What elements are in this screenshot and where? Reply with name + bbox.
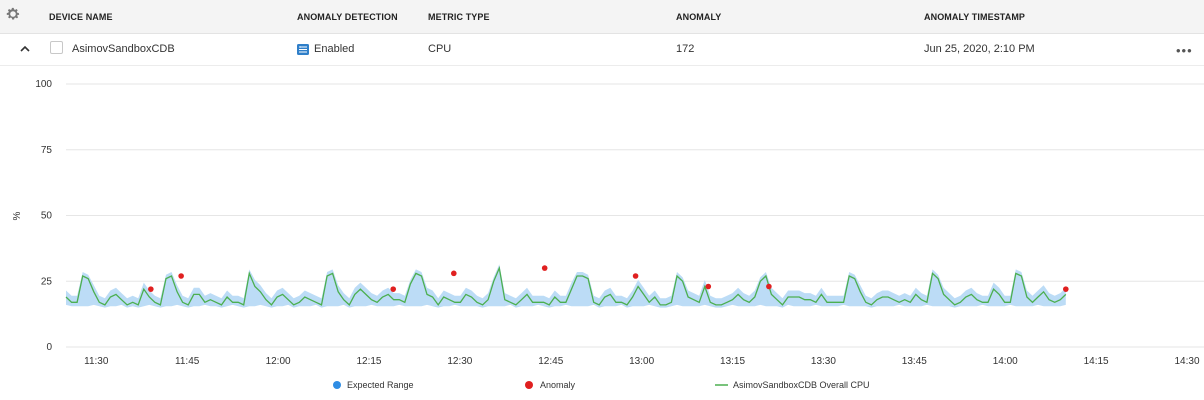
- detection-icon: [297, 44, 309, 55]
- header-anomaly-detection[interactable]: ANOMALY DETECTION: [297, 12, 398, 22]
- header-anomaly[interactable]: ANOMALY: [676, 12, 722, 22]
- chart-legend: Expected Range Anomaly AsimovSandboxCDB …: [333, 380, 870, 390]
- x-axis-ticks: 11:30 11:45 12:00 12:15 12:30 12:45 13:00 13:15…: [84, 356, 1200, 367]
- x-tick-label: 12:15: [356, 356, 381, 367]
- x-tick-label: 14:15: [1084, 356, 1109, 367]
- anomaly-timestamp-value: Jun 25, 2020, 2:10 PM: [924, 43, 1035, 55]
- x-tick-label: 14:00: [993, 356, 1018, 367]
- header-anomaly-timestamp[interactable]: ANOMALY TIMESTAMP: [924, 12, 1026, 22]
- legend-anomaly-marker: [525, 381, 533, 389]
- y-tick-label: 100: [35, 79, 52, 90]
- more-options-button[interactable]: •••: [1176, 43, 1193, 58]
- anomaly-point[interactable]: [1063, 286, 1069, 292]
- y-axis-ticks: 0 25 50 75 100: [35, 79, 52, 353]
- x-tick-label: 13:30: [811, 356, 836, 367]
- header-metric-type[interactable]: METRIC TYPE: [428, 12, 490, 22]
- anomaly-detection-value: Enabled: [314, 43, 355, 55]
- header-device-name[interactable]: DEVICE NAME: [49, 12, 113, 22]
- chevron-up-icon[interactable]: [18, 42, 32, 56]
- expected-range-band: [66, 264, 1066, 308]
- x-tick-label: 14:30: [1174, 356, 1199, 367]
- cpu-series-line: [65, 265, 1067, 307]
- x-tick-label: 11:45: [175, 356, 200, 367]
- y-tick-label: 25: [41, 276, 53, 287]
- y-tick-label: 50: [41, 211, 53, 222]
- anomaly-point[interactable]: [766, 283, 772, 290]
- anomaly-point[interactable]: [632, 273, 639, 279]
- anomaly-point[interactable]: [705, 283, 712, 290]
- cpu-anomaly-chart: 0 25 50 75 100 11:30 11:45 12:00 12:15 12:30 12:4…: [12, 79, 1204, 390]
- anomaly-point[interactable]: [178, 273, 184, 279]
- metric-type-value: CPU: [428, 43, 452, 55]
- legend-expected-range-marker: [333, 381, 341, 389]
- x-tick-label: 12:45: [538, 356, 563, 367]
- y-axis-label: %: [12, 211, 23, 220]
- expected-range-area: [66, 264, 1066, 308]
- x-tick-label: 13:15: [720, 356, 745, 367]
- y-tick-label: 0: [46, 342, 52, 353]
- x-tick-label: 12:30: [447, 356, 472, 367]
- gear-icon[interactable]: [5, 6, 21, 22]
- anomaly-points: [148, 265, 1069, 292]
- anomaly-point[interactable]: [148, 286, 154, 292]
- anomaly-value: 172: [676, 43, 695, 55]
- y-tick-label: 75: [41, 145, 53, 156]
- table-header-row: DEVICE NAME ANOMALY DETECTION METRIC TYP…: [0, 0, 1204, 34]
- table-row[interactable]: AsimovSandboxCDB Enabled CPU 172 Jun 25,…: [0, 34, 1204, 66]
- anomaly-point[interactable]: [390, 286, 397, 292]
- anomaly-point[interactable]: [541, 265, 548, 271]
- anomaly-point[interactable]: [451, 270, 457, 277]
- series-path: [65, 265, 1067, 307]
- device-name-link[interactable]: AsimovSandboxCDB: [72, 43, 175, 55]
- row-checkbox[interactable]: [50, 41, 63, 54]
- legend-anomaly[interactable]: Anomaly: [540, 380, 576, 390]
- x-tick-label: 12:00: [266, 356, 291, 367]
- x-tick-label: 13:00: [629, 356, 654, 367]
- x-tick-label: 13:45: [902, 356, 927, 367]
- legend-series[interactable]: AsimovSandboxCDB Overall CPU: [733, 380, 870, 390]
- chart-grid: [66, 83, 1204, 348]
- legend-expected-range[interactable]: Expected Range: [347, 380, 414, 390]
- x-tick-label: 11:30: [84, 356, 109, 367]
